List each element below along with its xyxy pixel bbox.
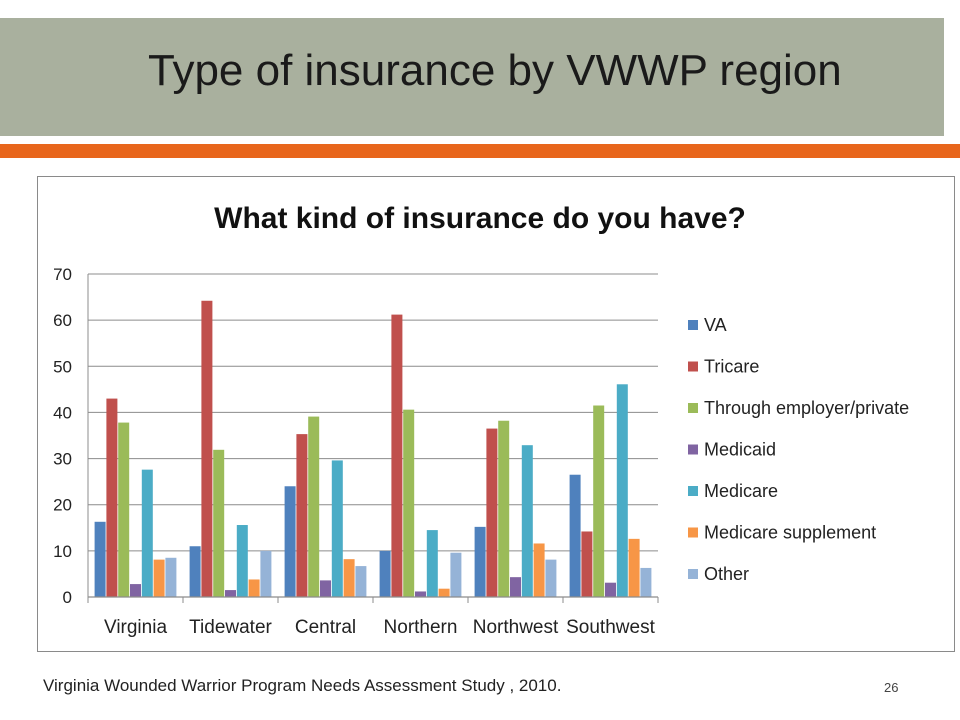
bar	[260, 550, 272, 597]
legend-label: Tricare	[704, 357, 759, 377]
x-tick-label: Northwest	[473, 617, 559, 638]
bar	[498, 420, 510, 597]
bar	[593, 405, 605, 597]
legend-label: Other	[704, 564, 749, 584]
bar	[343, 559, 355, 597]
bar	[628, 538, 640, 597]
legend-swatch	[688, 320, 698, 330]
y-tick-label: 60	[53, 311, 72, 330]
legend-swatch	[688, 569, 698, 579]
bar	[165, 557, 177, 597]
bar	[284, 486, 296, 597]
y-tick-label: 50	[53, 357, 72, 376]
bar	[94, 521, 106, 597]
source-citation: Virginia Wounded Warrior Program Needs A…	[43, 676, 562, 695]
bar	[106, 398, 118, 597]
legend-label: Medicaid	[704, 440, 776, 460]
bar	[296, 434, 308, 597]
y-tick-label: 70	[53, 265, 72, 284]
legend-label: VA	[704, 315, 727, 335]
bar	[450, 552, 462, 597]
bar	[355, 566, 367, 597]
legend-swatch	[688, 527, 698, 538]
bar	[510, 577, 521, 597]
bar	[415, 591, 426, 597]
bar	[616, 384, 628, 597]
bar	[521, 445, 533, 597]
legend-label: Through employer/private	[704, 398, 909, 418]
bar	[153, 559, 165, 597]
legend-swatch	[688, 444, 698, 455]
y-tick-label: 0	[63, 588, 72, 607]
bar	[189, 546, 201, 597]
bar	[308, 416, 320, 597]
bar	[141, 469, 153, 597]
y-tick-label: 20	[53, 496, 72, 515]
bar	[248, 579, 260, 597]
bar	[213, 449, 225, 597]
legend-label: Medicare	[704, 481, 778, 501]
y-tick-label: 10	[53, 542, 72, 561]
bar	[605, 582, 616, 597]
legend-swatch	[688, 486, 698, 496]
x-tick-label: Virginia	[104, 617, 167, 638]
bar	[118, 422, 130, 597]
bar-chart: 0 10 20 30 40 50 60 70 Virginia Tidewater Central N…	[53, 265, 909, 638]
accent-bar	[0, 144, 960, 158]
chart-title: What kind of insurance do you have?	[214, 202, 746, 235]
page-number: 26	[884, 680, 899, 695]
bar	[569, 474, 581, 597]
legend-label: Medicare supplement	[704, 523, 876, 543]
bar	[391, 314, 403, 597]
bar	[545, 559, 557, 597]
bar	[486, 428, 498, 597]
bar	[581, 531, 593, 597]
bar	[201, 300, 213, 597]
bar	[331, 460, 343, 597]
y-tick-label: 30	[53, 450, 72, 469]
bar	[474, 526, 486, 597]
x-tick-label: Central	[295, 617, 356, 638]
bar	[403, 409, 415, 597]
x-tick-label: Tidewater	[189, 617, 272, 638]
bar	[426, 530, 438, 597]
title-band	[0, 18, 944, 136]
bar	[225, 590, 236, 597]
bar	[379, 550, 391, 597]
bar	[320, 580, 331, 597]
bar	[640, 567, 652, 597]
legend-swatch	[688, 403, 698, 413]
bar	[533, 543, 545, 597]
slide-title: Type of insurance by VWWP region	[148, 46, 842, 95]
bar	[130, 584, 141, 597]
bar	[438, 588, 450, 597]
bar	[236, 525, 248, 597]
x-tick-label: Southwest	[566, 617, 655, 638]
x-tick-label: Northern	[384, 617, 458, 638]
y-tick-label: 40	[53, 403, 72, 422]
legend-swatch	[688, 361, 698, 372]
